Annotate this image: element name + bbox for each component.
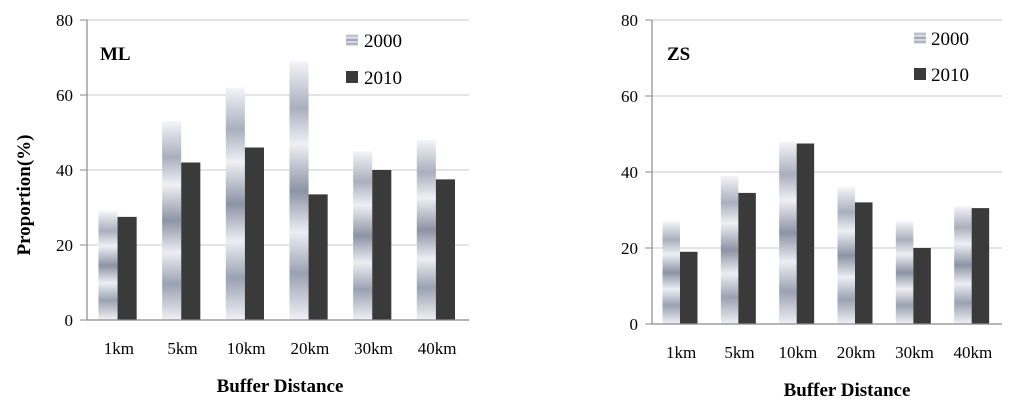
legend-swatch-2010 xyxy=(346,71,358,83)
bar-2010-30km xyxy=(372,170,392,320)
y-tick-label: 60 xyxy=(621,87,638,106)
x-tick-label: 5km xyxy=(724,343,754,362)
bars xyxy=(662,141,990,324)
x-tick-label: 10km xyxy=(778,343,817,362)
y-tick-label: 60 xyxy=(56,86,73,105)
y-tick-labels: 0 20 40 60 80 xyxy=(56,11,73,330)
x-axis-title: Buffer Distance xyxy=(217,376,344,397)
x-tick-label: 5km xyxy=(167,339,197,358)
x-tick-labels: 1km 5km 10km 20km 30km 40km xyxy=(666,343,992,362)
y-tick-label: 40 xyxy=(621,163,638,182)
y-tick-label: 40 xyxy=(56,161,73,180)
y-tick-label: 20 xyxy=(56,236,73,255)
x-tick-label: 20km xyxy=(837,343,876,362)
x-tick-labels: 1km 5km 10km 20km 30km 40km xyxy=(104,339,457,358)
bar-2010-5km xyxy=(738,192,756,324)
bar-2010-1km xyxy=(117,216,137,320)
legend: 2000 2010 xyxy=(346,31,402,89)
panel-label: ZS xyxy=(667,44,690,65)
bar-2000-5km xyxy=(162,121,182,320)
x-tick-label: 30km xyxy=(895,343,934,362)
bar-2000-20km xyxy=(289,61,309,320)
y-axis-title: Proportion(%) xyxy=(14,134,35,255)
legend-swatch-2000 xyxy=(914,32,926,44)
x-tick-label: 40km xyxy=(418,339,457,358)
bar-2000-5km xyxy=(720,175,739,324)
x-tick-label: 10km xyxy=(227,339,266,358)
legend-swatch-2010 xyxy=(914,68,926,80)
legend-label-2000: 2000 xyxy=(364,31,402,52)
bar-2000-1km xyxy=(98,211,118,320)
bar-2010-40km xyxy=(971,208,990,324)
bar-2000-30km xyxy=(353,151,373,320)
y-tick-label: 0 xyxy=(65,311,74,330)
bar-2000-20km xyxy=(837,187,855,324)
chart-panel-zs: 0 20 40 60 80 1km 5km 10km 20km 30km 40km ZS 2000… xyxy=(621,11,1002,401)
legend: 2000 2010 xyxy=(914,29,969,86)
gridlines xyxy=(80,19,469,321)
x-tick-label: 1km xyxy=(104,339,134,358)
bar-2010-20km xyxy=(308,194,328,320)
bar-2000-40km xyxy=(416,140,436,320)
x-tick-label: 30km xyxy=(354,339,393,358)
x-tick-label: 40km xyxy=(953,343,992,362)
bar-2010-30km xyxy=(913,248,931,324)
bar-2010-40km xyxy=(435,179,455,320)
y-tick-label: 80 xyxy=(56,11,73,30)
legend-swatch-2000 xyxy=(346,34,358,46)
bar-2000-30km xyxy=(895,221,914,324)
bar-2000-10km xyxy=(225,87,245,320)
bar-2000-10km xyxy=(779,141,797,324)
legend-label-2010: 2010 xyxy=(364,68,402,89)
bar-2010-5km xyxy=(181,162,201,320)
legend-label-2010: 2010 xyxy=(931,65,969,86)
x-tick-label: 20km xyxy=(290,339,329,358)
bar-2000-40km xyxy=(954,206,972,324)
bars xyxy=(98,61,455,320)
bar-2010-20km xyxy=(855,202,873,324)
panel-label: ML xyxy=(100,44,131,65)
y-tick-label: 20 xyxy=(621,239,638,258)
y-tick-labels: 0 20 40 60 80 xyxy=(621,11,638,334)
chart-panel-ml: 0 20 40 60 80 1km 5km 10km 20km 30km 40km ML 2000… xyxy=(14,11,469,397)
y-tick-label: 0 xyxy=(630,315,639,334)
legend-label-2000: 2000 xyxy=(931,29,969,50)
x-axis-title: Buffer Distance xyxy=(784,380,911,401)
y-tick-label: 80 xyxy=(621,11,638,30)
bar-2010-1km xyxy=(680,251,698,324)
bar-2010-10km xyxy=(796,143,815,324)
bar-2000-1km xyxy=(662,221,680,324)
bar-2010-10km xyxy=(244,147,264,320)
x-tick-label: 1km xyxy=(666,343,696,362)
gridlines xyxy=(645,19,1002,325)
